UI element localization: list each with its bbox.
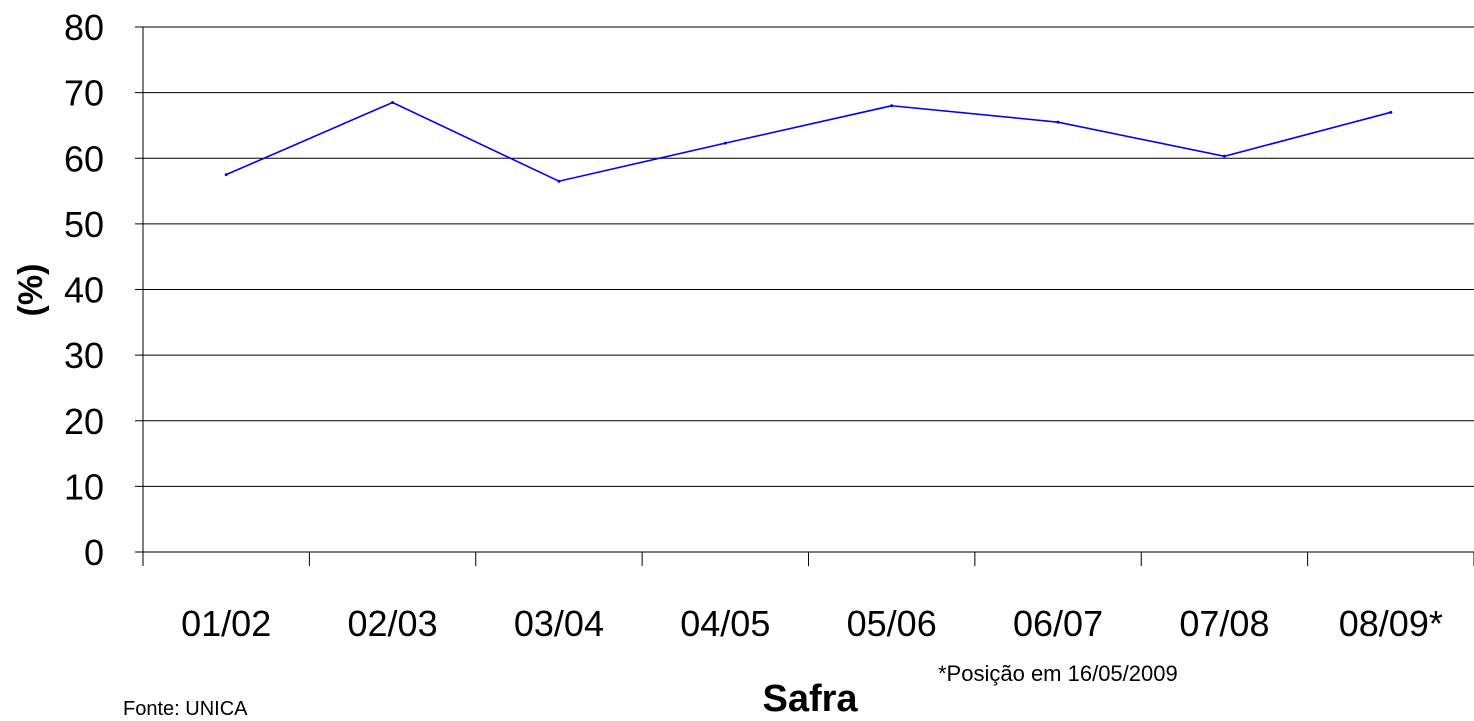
y-tick-label: 60 (64, 138, 104, 179)
data-point (1056, 120, 1060, 124)
y-tick-label: 10 (64, 466, 104, 507)
y-tick-label: 50 (64, 204, 104, 245)
series-group (224, 100, 1393, 183)
gridlines (143, 26, 1474, 487)
y-tick-label: 0 (84, 532, 104, 573)
series-line (225, 101, 1392, 183)
data-point (391, 100, 395, 104)
x-axis-label: Safra (762, 678, 858, 720)
source-note: Fonte: UNICA (123, 698, 248, 720)
y-tick-label: 40 (64, 270, 104, 311)
x-tick-label: 01/02 (181, 603, 271, 644)
x-tick-labels: 01/02 02/03 03/04 04/05 05/06 06/07 07/08 08/09… (181, 603, 1443, 644)
data-point (557, 179, 561, 183)
x-tick-label: 08/09* (1339, 603, 1443, 644)
x-tick-label: 02/03 (348, 603, 438, 644)
data-point (890, 104, 894, 108)
footnote: *Posição em 16/05/2009 (938, 661, 1178, 686)
x-tick-label: 06/07 (1013, 603, 1103, 644)
x-tick-label: 04/05 (680, 603, 770, 644)
data-point (723, 141, 727, 145)
y-tick-labels: 0 10 20 30 40 50 60 70 80 (64, 7, 104, 573)
y-tick-label: 80 (64, 7, 104, 48)
data-point (224, 173, 228, 177)
y-axis-label: (%) (12, 264, 50, 317)
data-point (1222, 154, 1226, 158)
y-tick-label: 20 (64, 401, 104, 442)
y-tick-label: 70 (64, 73, 104, 114)
data-point (1389, 110, 1393, 114)
x-tick-label: 07/08 (1179, 603, 1269, 644)
x-tick-label: 05/06 (847, 603, 937, 644)
axes (135, 26, 1474, 566)
x-tick-label: 03/04 (514, 603, 604, 644)
y-tick-label: 30 (64, 335, 104, 376)
